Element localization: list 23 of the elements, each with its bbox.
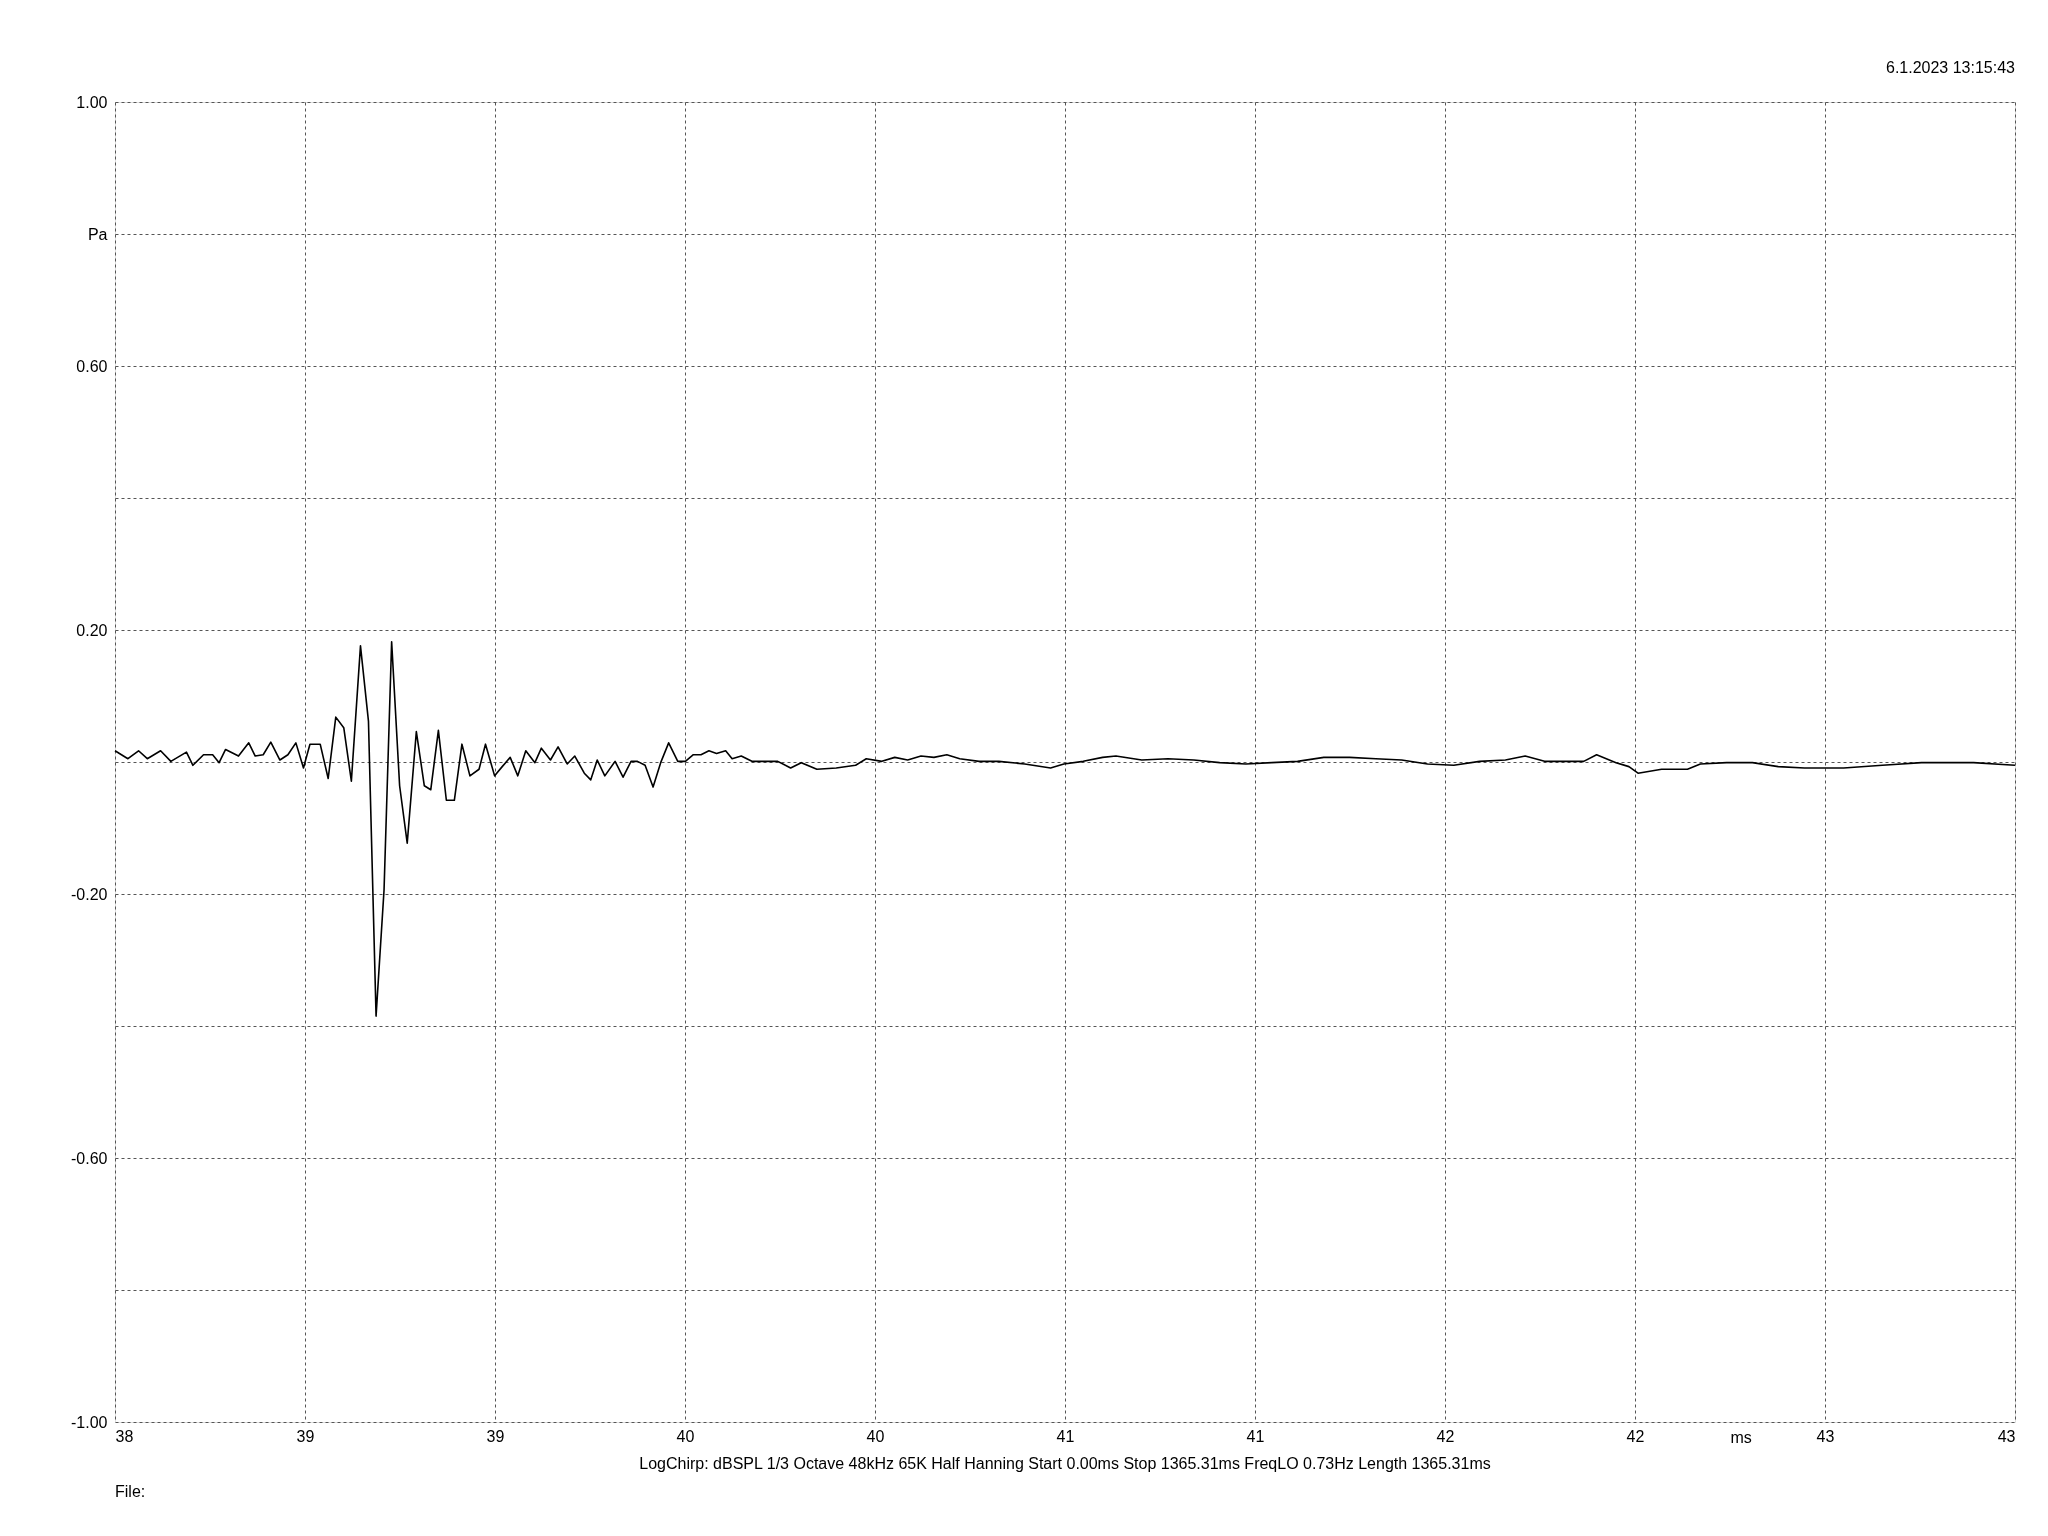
- line-series: [114, 641, 2016, 1017]
- y-tick-label: 0.20: [76, 621, 108, 639]
- x-tick-label: 42: [1626, 1427, 1645, 1445]
- text: 6.1.2023 13:15:43: [1885, 59, 2016, 76]
- x-tick-label: 43: [1997, 1427, 2016, 1445]
- x-tick-label: 39: [486, 1427, 505, 1445]
- x-tick-label: 41: [1246, 1427, 1265, 1445]
- x-tick-label: 43: [1816, 1427, 1835, 1445]
- x-tick-label: 41: [1056, 1427, 1075, 1445]
- y-axis-title: Pa: [87, 225, 108, 243]
- text: LogChirp: dBSPL 1/3 Octave 48kHz 65K Half Hanning Start 0.00ms Stop 1365.31ms FreqLO 0.73Hz Length 1365.31ms: [639, 1455, 1491, 1472]
- x-tick-label: 40: [676, 1427, 695, 1445]
- y-tick-label: -1.00: [71, 1413, 108, 1431]
- y-tick-label: -0.60: [71, 1149, 108, 1167]
- x-tick-label: 42: [1436, 1427, 1455, 1445]
- x-tick-label: 39: [296, 1427, 315, 1445]
- y-tick-label: -0.20: [71, 885, 108, 903]
- x-axis-title: ms: [1730, 1428, 1752, 1446]
- text: File:: [115, 1483, 146, 1500]
- y-tick-label: 1.00: [76, 93, 108, 111]
- x-tick-label: 40: [866, 1427, 885, 1445]
- y-tick-label: 0.60: [76, 357, 108, 375]
- x-tick-label: 38: [115, 1427, 134, 1445]
